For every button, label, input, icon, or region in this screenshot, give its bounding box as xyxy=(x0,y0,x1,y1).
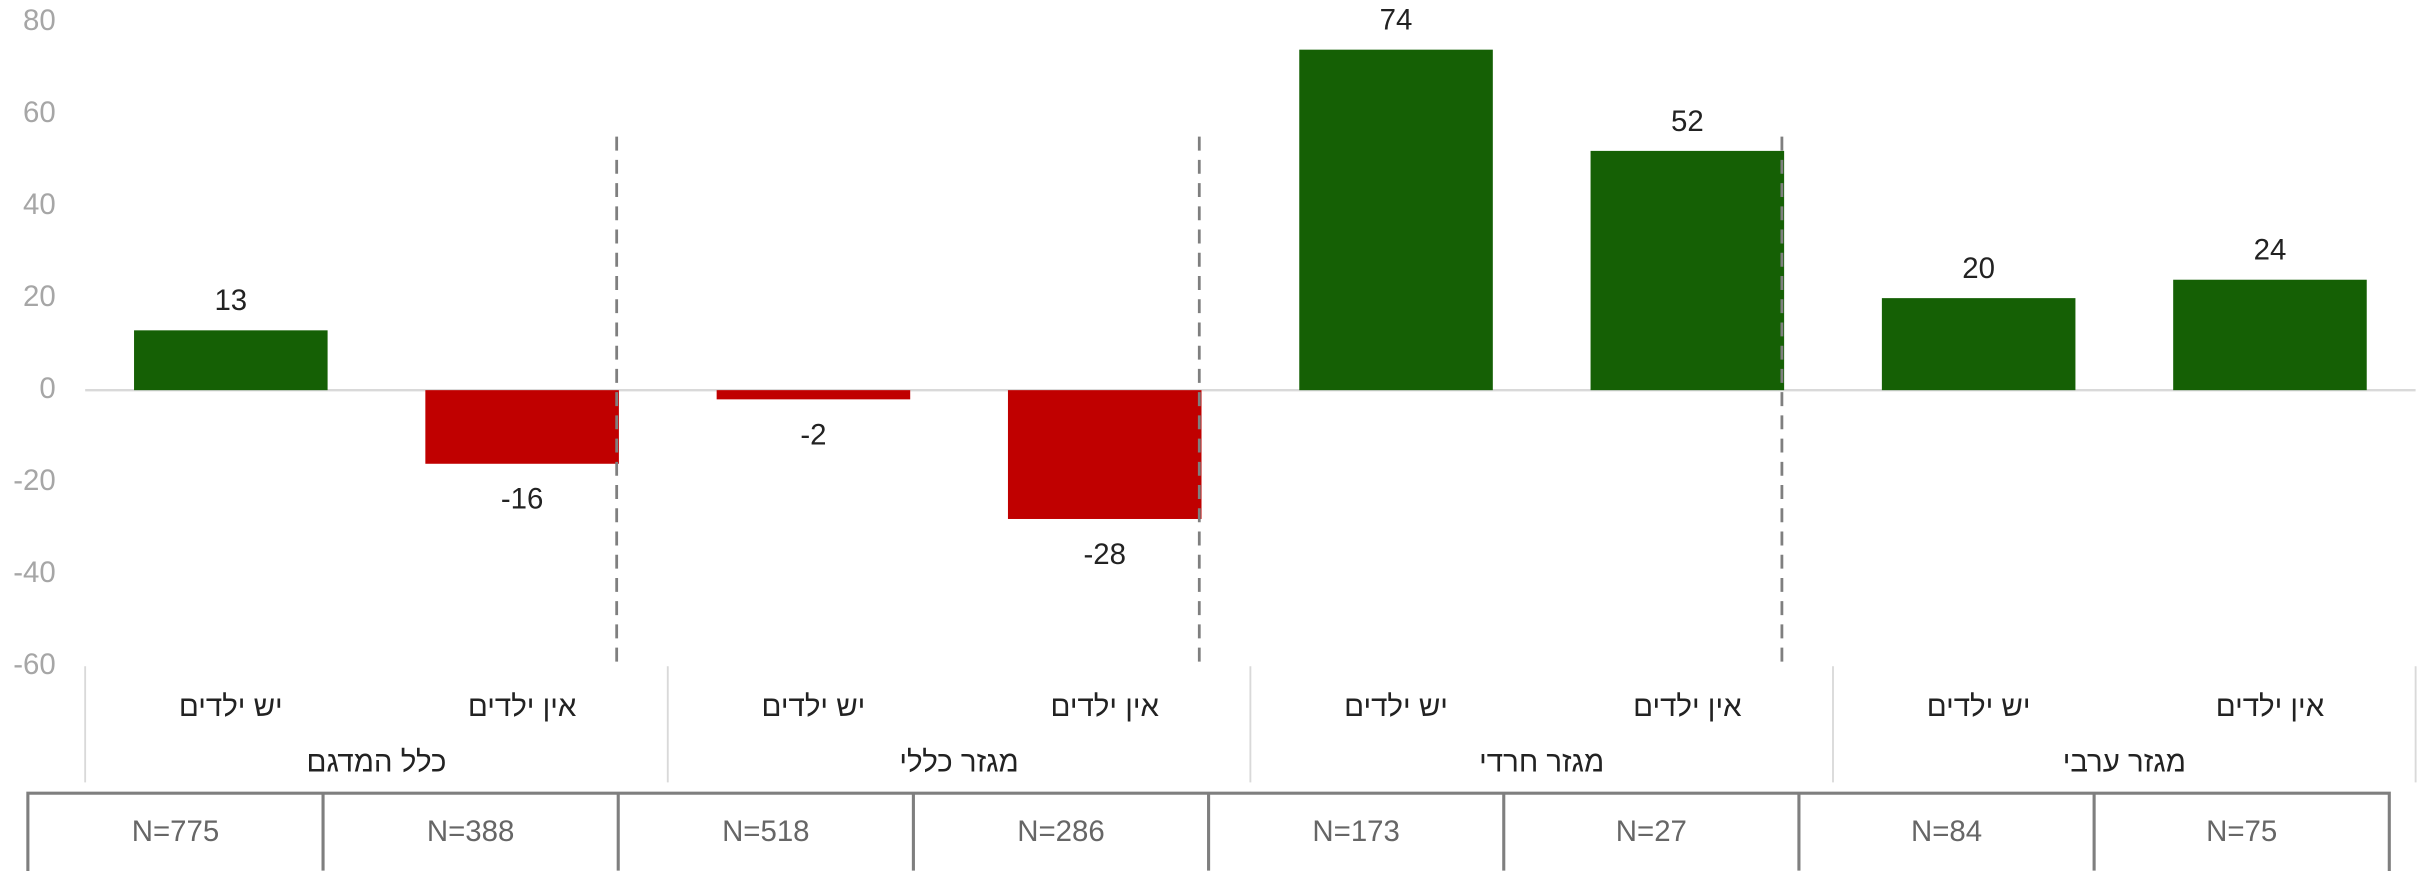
bar xyxy=(2173,279,2367,391)
y-tick-label: 60 xyxy=(23,96,56,129)
data-label: 74 xyxy=(1380,4,1413,37)
group-label: כלל המדגם xyxy=(307,746,447,779)
data-label: 13 xyxy=(214,284,247,317)
data-label: 20 xyxy=(1962,252,1995,285)
bar xyxy=(716,390,911,400)
group-label: מגזר ערבי xyxy=(2063,746,2186,779)
bar xyxy=(1007,390,1202,519)
data-label: -28 xyxy=(1083,538,1126,571)
x-tick-label: אין ילדים xyxy=(1051,690,1160,723)
y-tick-label: -20 xyxy=(13,464,56,497)
y-tick-label: 80 xyxy=(23,4,56,37)
x-tick-label: אין ילדים xyxy=(1633,690,1742,723)
n-label: N=518 xyxy=(722,815,809,848)
n-label: N=27 xyxy=(1616,815,1687,848)
group-label: מגזר כללי xyxy=(899,746,1018,779)
bar xyxy=(425,390,619,464)
y-tick-label: 0 xyxy=(39,372,55,405)
n-label: N=173 xyxy=(1312,815,1399,848)
x-tick-label: יש ילדים xyxy=(1344,690,1448,723)
n-label: N=775 xyxy=(132,815,219,848)
bar xyxy=(1590,150,1785,391)
n-label: N=286 xyxy=(1017,815,1104,848)
x-tick-label: אין ילדים xyxy=(468,690,577,723)
data-label: 24 xyxy=(2254,234,2287,267)
y-tick-label: 20 xyxy=(23,280,56,313)
n-label: N=84 xyxy=(1911,815,1982,848)
y-tick-label: -40 xyxy=(13,556,56,589)
bar xyxy=(134,330,328,391)
data-label: -16 xyxy=(501,483,544,516)
x-tick-label: אין ילדים xyxy=(2216,690,2325,723)
data-label: -2 xyxy=(800,418,826,451)
bar xyxy=(1881,298,2076,391)
n-label: N=75 xyxy=(2206,815,2277,848)
y-tick-label: -60 xyxy=(13,648,56,681)
x-tick-label: יש ילדים xyxy=(1927,690,2031,723)
bar xyxy=(1299,49,1493,391)
n-label: N=388 xyxy=(427,815,514,848)
y-tick-label: 40 xyxy=(23,188,56,221)
data-label: 52 xyxy=(1671,105,1704,138)
x-tick-label: יש ילדים xyxy=(179,690,283,723)
group-label: מגזר חרדי xyxy=(1479,746,1604,779)
x-tick-label: יש ילדים xyxy=(762,690,866,723)
